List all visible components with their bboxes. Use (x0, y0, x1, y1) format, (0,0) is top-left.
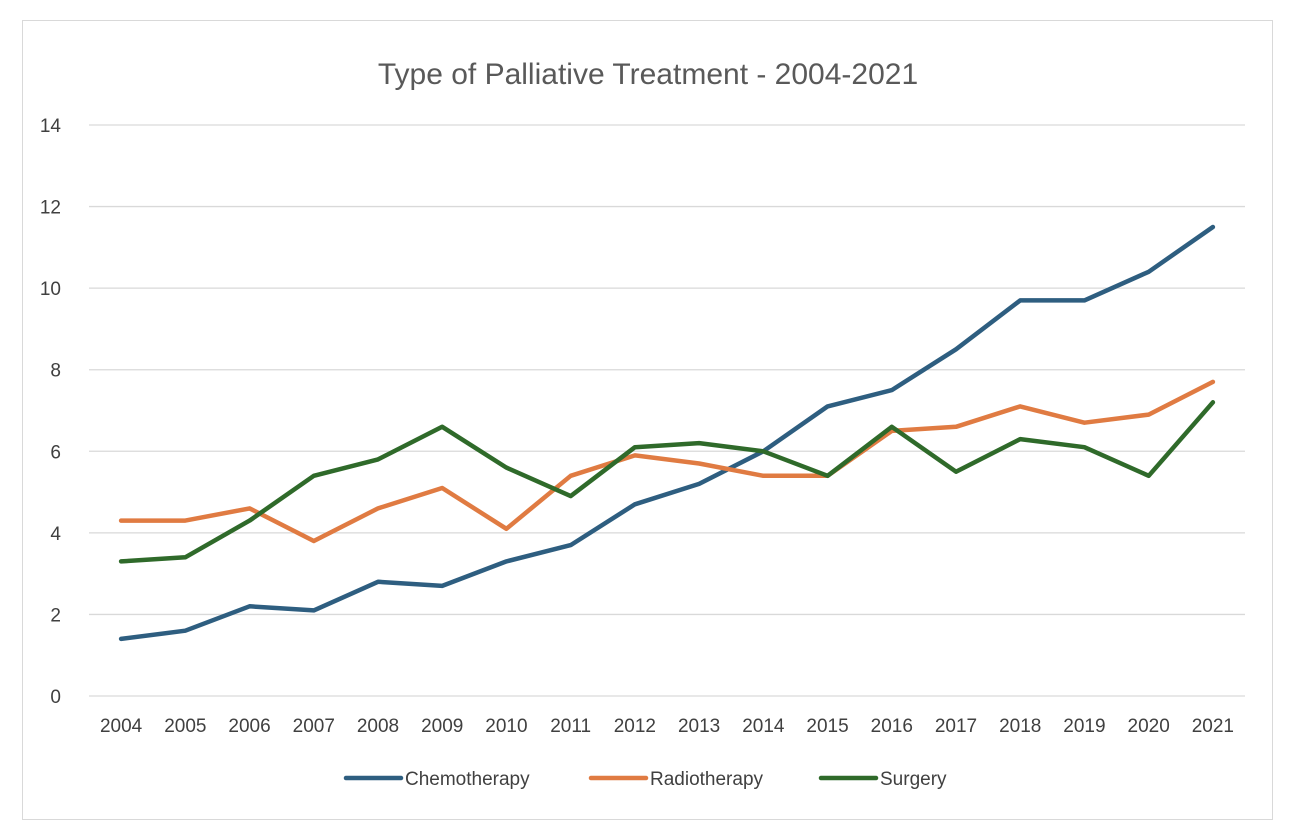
legend-label-chemotherapy: Chemotherapy (405, 769, 530, 790)
legend-label-surgery: Surgery (880, 769, 947, 790)
chart-title: Type of Palliative Treatment - 2004-2021 (378, 58, 918, 91)
y-axis-ticks: 0 2 4 6 8 10 12 14 (40, 116, 62, 708)
x-tick-label: 2010 (485, 716, 527, 737)
x-tick-label: 2011 (550, 716, 591, 737)
legend: Chemotherapy Radiotherapy Surgery (343, 769, 947, 790)
series-lines (118, 224, 1216, 642)
line-chart: Type of Palliative Treatment - 2004-2021… (40, 58, 1245, 790)
x-tick-label: 2005 (164, 716, 206, 737)
x-tick-label: 2014 (742, 716, 785, 737)
x-tick-label: 2021 (1192, 716, 1234, 737)
x-tick-label: 2006 (228, 716, 270, 737)
y-tick-label: 6 (50, 442, 61, 463)
y-tick-label: 12 (40, 198, 61, 219)
y-tick-label: 8 (50, 361, 61, 382)
x-tick-label: 2017 (935, 716, 977, 737)
x-tick-label: 2009 (421, 716, 463, 737)
x-tick-label: 2004 (100, 716, 143, 737)
x-tick-label: 2007 (293, 716, 335, 737)
series-line-surgery (118, 400, 1216, 564)
x-tick-label: 2019 (1063, 716, 1105, 737)
y-tick-label: 0 (50, 687, 61, 708)
x-axis-ticks: 2004 2005 2006 2007 2008 2009 2010 2011 2012 2013… (100, 716, 1234, 737)
x-tick-label: 2015 (806, 716, 848, 737)
chart-frame: Type of Palliative Treatment - 2004-2021… (22, 20, 1273, 820)
x-tick-label: 2016 (871, 716, 913, 737)
gridlines (89, 124, 1245, 697)
series-line-radiotherapy (118, 379, 1216, 544)
x-tick-label: 2020 (1128, 716, 1170, 737)
y-tick-label: 14 (40, 116, 62, 137)
y-tick-label: 10 (40, 279, 61, 300)
legend-label-radiotherapy: Radiotherapy (650, 769, 764, 790)
y-tick-label: 4 (50, 524, 61, 545)
y-tick-label: 2 (50, 605, 61, 626)
series-line-chemotherapy (118, 224, 1216, 642)
x-tick-label: 2013 (678, 716, 720, 737)
x-tick-label: 2012 (614, 716, 656, 737)
x-tick-label: 2018 (999, 716, 1041, 737)
x-tick-label: 2008 (357, 716, 399, 737)
